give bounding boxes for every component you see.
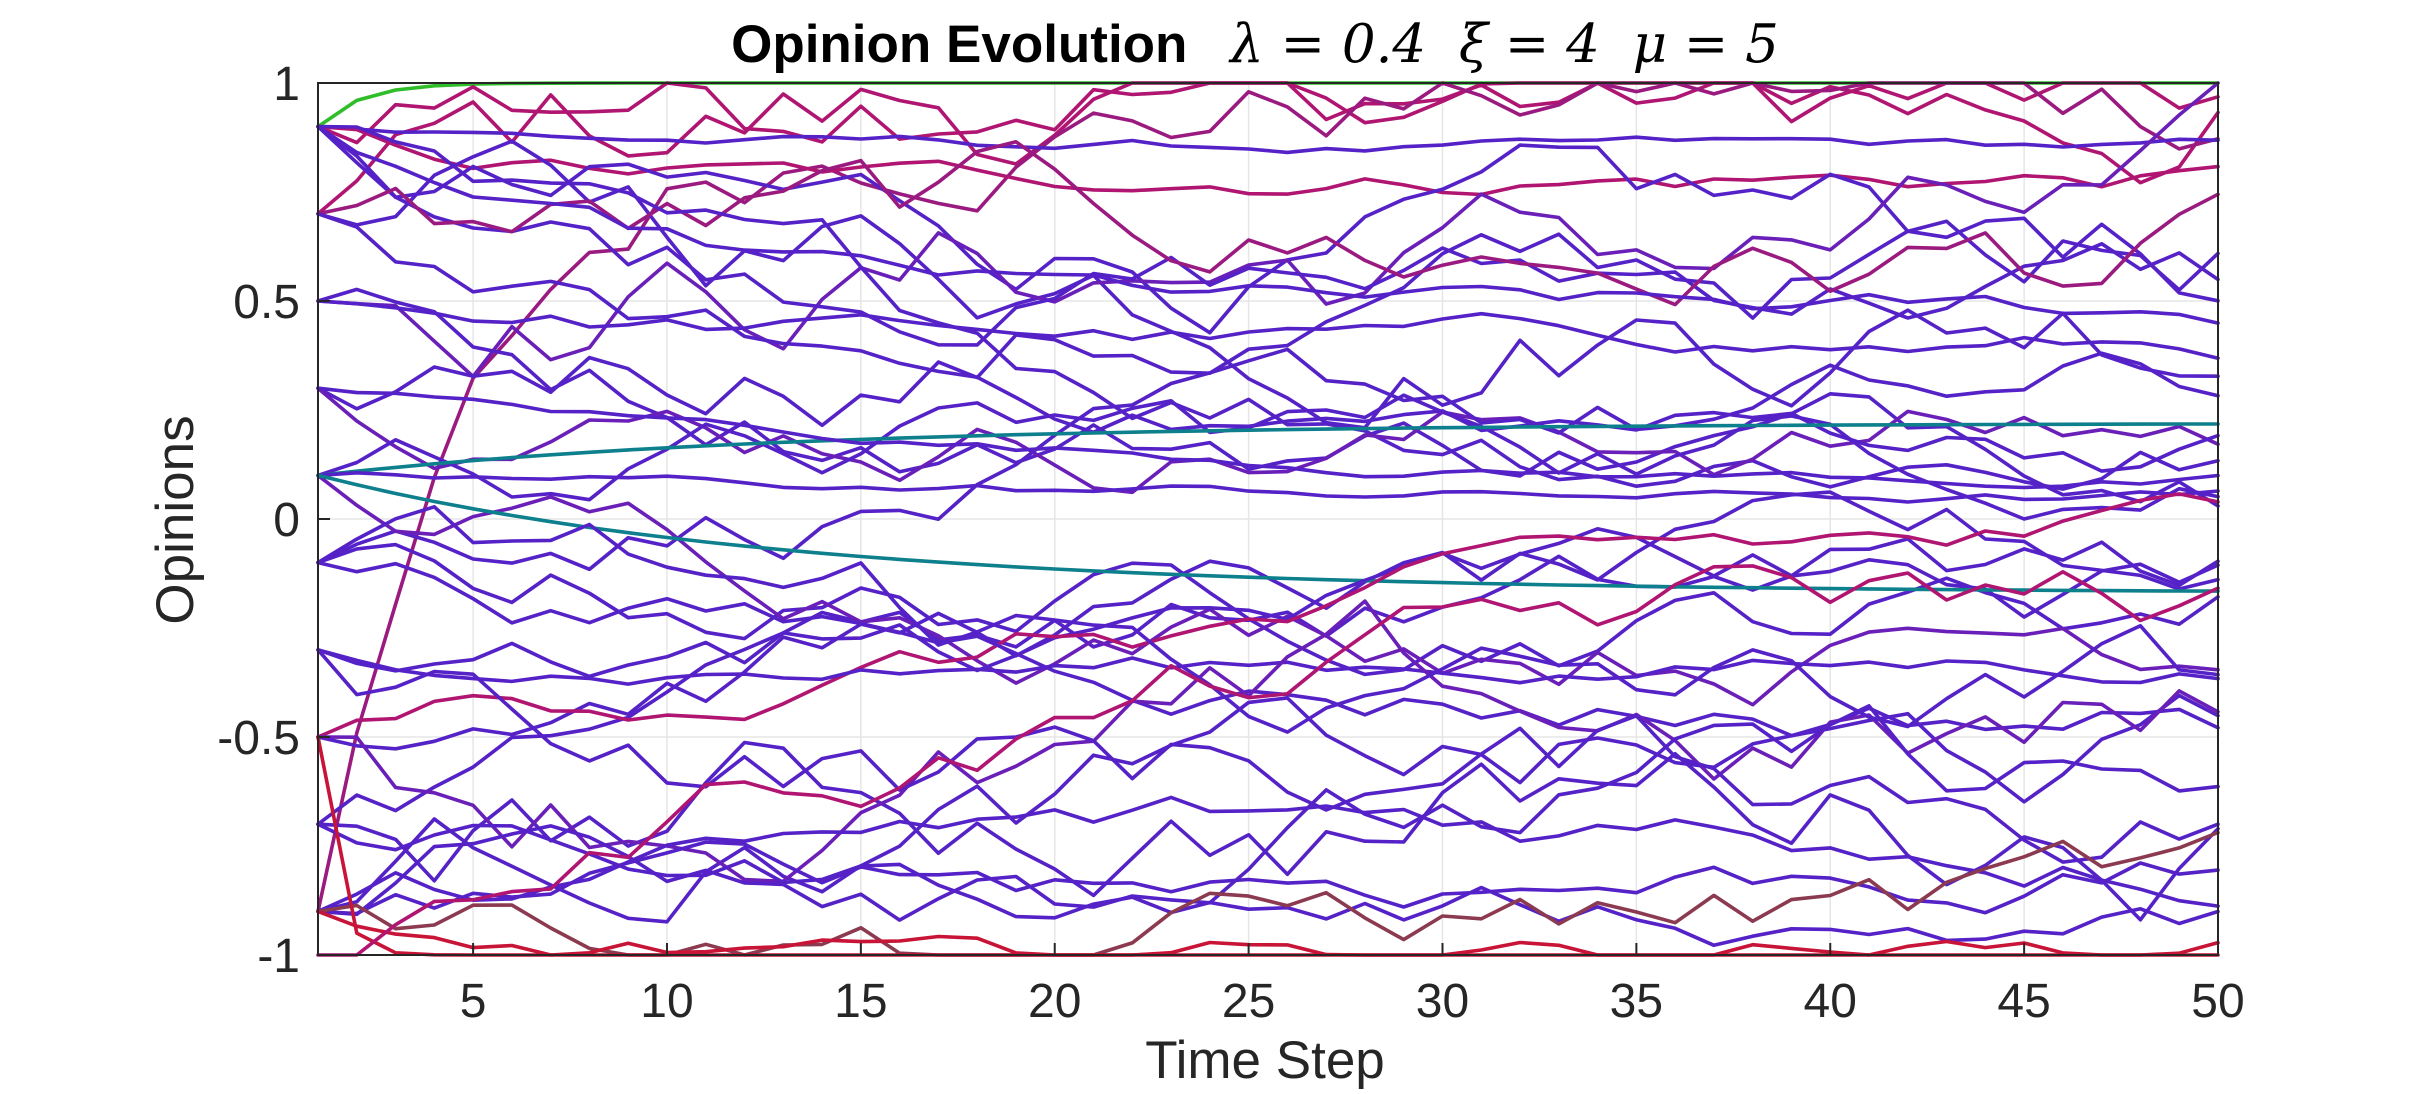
series-line-cluster-bottom-1 <box>316 693 2220 924</box>
series-line-low-1 <box>316 840 2220 916</box>
series-line-cluster-bottom-4 <box>316 647 2220 864</box>
series-line-slow-mid-2 <box>316 470 2220 504</box>
series-line-cluster-high-4 <box>316 216 2220 428</box>
series-line-cluster-low-6 <box>316 526 2220 827</box>
series-line-cluster-high-6 <box>316 140 2220 307</box>
y-axis-label: Opinions <box>146 415 205 624</box>
chart-title: Opinion Evolution λ = 0.4 ξ = 4 μ = 5 <box>731 14 1779 75</box>
x-tick-label: 20 <box>1028 975 1081 1028</box>
x-axis-label: Time Step <box>1145 1031 1385 1090</box>
y-tick-label: 0.5 <box>233 276 300 329</box>
series-line-top-curve <box>316 124 2220 155</box>
y-tick-label: -0.5 <box>217 712 300 765</box>
series-line-cluster-low-7 <box>316 492 2220 739</box>
series-line-cluster-mid-4 <box>316 393 2220 521</box>
series-line-bottom-zigzag <box>316 909 2220 957</box>
y-tick-label: 1 <box>273 58 300 111</box>
chart-title-xi: ξ = 4 <box>1459 14 1600 75</box>
x-tick-label: 10 <box>640 975 693 1028</box>
series-line-cluster-high-1 <box>316 124 2220 335</box>
series-line-cluster-mid-5 <box>316 347 2220 572</box>
y-tick-label: 0 <box>273 494 300 547</box>
series-line-cluster-low-5 <box>316 473 2220 593</box>
series-line-low-3 <box>316 795 2220 914</box>
series-line-slow-mid-1 <box>316 386 2220 490</box>
series-line-mid-high-1 <box>316 124 2220 325</box>
x-tick-label: 50 <box>2191 975 2244 1028</box>
x-tick-label: 45 <box>1997 975 2050 1028</box>
series-layer <box>316 81 2220 957</box>
series-line-rise-from-bottom <box>316 564 2220 957</box>
series-line-cluster-low-1 <box>316 542 2220 677</box>
x-tick-label: 5 <box>460 975 487 1028</box>
series-line-cluster-high-5 <box>316 124 2220 347</box>
x-tick-label: 25 <box>1222 975 1275 1028</box>
chart-title-mu: μ = 5 <box>1633 14 1779 75</box>
x-tick-label: 40 <box>1804 975 1857 1028</box>
series-line-low-2 <box>316 822 2220 948</box>
series-line-mid-high-2 <box>316 299 2220 361</box>
series-line-cluster-mid-6 <box>316 212 2220 473</box>
chart-title-main: Opinion Evolution <box>731 15 1187 74</box>
series-line-cluster-low-3 <box>316 473 2220 707</box>
series-line-cluster-bottom-6 <box>316 504 2220 734</box>
series-line-cluster-mid-7 <box>316 422 2220 478</box>
y-tick-label: -1 <box>257 930 300 983</box>
series-line-cluster-mid-3 <box>316 386 2220 495</box>
x-tick-label: 30 <box>1416 975 1469 1028</box>
series-line-low-mid-2 <box>316 560 2220 738</box>
series-line-low-mid-1 <box>316 647 2220 686</box>
chart-title-lambda: λ = 0.4 <box>1228 14 1426 75</box>
x-tick-label: 15 <box>834 975 887 1028</box>
x-tick-label: 35 <box>1610 975 1663 1028</box>
series-line-cluster-high-3 <box>316 81 2220 379</box>
ticks: 5 10 15 20 25 30 35 40 45 50 -1 -0.5 0 0.5 1 <box>217 58 2244 1028</box>
